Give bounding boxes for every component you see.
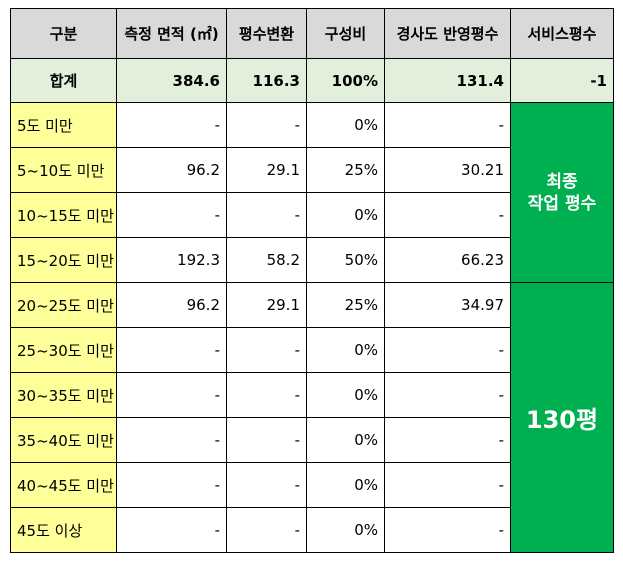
table-row: 15~20도 미만 192.3 58.2 50% 66.23 [10,237,614,283]
row-area: - [116,327,227,373]
total-label: 합계 [10,58,117,103]
row-label: 45도 이상 [10,507,117,553]
row-area: - [116,507,227,553]
row-slope-pyeong: - [384,372,511,418]
table-row: 45도 이상 - - 0% - [10,507,614,553]
row-label: 20~25도 미만 [10,282,117,328]
row-ratio: 25% [306,282,385,328]
row-ratio: 0% [306,417,385,463]
row-area: - [116,417,227,463]
row-slope-pyeong: 34.97 [384,282,511,328]
row-label: 35~40도 미만 [10,417,117,463]
header-service-pyeong: 서비스평수 [510,8,614,59]
row-label: 40~45도 미만 [10,462,117,508]
table-row: 10~15도 미만 - - 0% - [10,192,614,238]
row-pyeong: - [226,372,307,418]
row-label: 5~10도 미만 [10,147,117,193]
row-label: 15~20도 미만 [10,237,117,283]
header-category: 구분 [10,8,117,59]
row-area: 96.2 [116,147,227,193]
table-row: 35~40도 미만 - - 0% - [10,417,614,463]
total-area: 384.6 [116,58,227,103]
row-area: - [116,102,227,148]
row-pyeong: - [226,417,307,463]
row-slope-pyeong: 66.23 [384,237,511,283]
row-ratio: 0% [306,372,385,418]
row-ratio: 0% [306,462,385,508]
header-slope-pyeong: 경사도 반영평수 [384,8,511,59]
row-ratio: 25% [306,147,385,193]
total-row: 합계 384.6 116.3 100% 131.4 -1 [10,58,614,103]
row-pyeong: 29.1 [226,147,307,193]
header-ratio: 구성비 [306,8,385,59]
row-slope-pyeong: - [384,417,511,463]
row-pyeong: - [226,462,307,508]
row-slope-pyeong: - [384,462,511,508]
final-work-label-line2: 작업 평수 [527,193,597,214]
row-area: 192.3 [116,237,227,283]
row-label: 10~15도 미만 [10,192,117,238]
row-pyeong: - [226,192,307,238]
row-slope-pyeong: - [384,102,511,148]
row-area: - [116,462,227,508]
row-ratio: 0% [306,192,385,238]
row-label: 5도 미만 [10,102,117,148]
table-row: 25~30도 미만 - - 0% - [10,327,614,373]
row-area: - [116,372,227,418]
final-work-label-line1: 최종 [546,171,578,192]
row-ratio: 50% [306,237,385,283]
header-measured-area: 측정 면적 (㎡) [116,8,227,59]
row-label: 25~30도 미만 [10,327,117,373]
total-pyeong: 116.3 [226,58,307,103]
row-slope-pyeong: - [384,507,511,553]
table-row: 30~35도 미만 - - 0% - [10,372,614,418]
row-pyeong: - [226,327,307,373]
row-slope-pyeong: - [384,192,511,238]
row-ratio: 0% [306,327,385,373]
row-pyeong: 58.2 [226,237,307,283]
final-work-label: 최종 작업 평수 [510,102,614,283]
table-row: 40~45도 미만 - - 0% - [10,462,614,508]
row-area: 96.2 [116,282,227,328]
header-pyeong-conversion: 평수변환 [226,8,307,59]
table-row: 5도 미만 - - 0% - 최종 작업 평수 [10,102,614,283]
row-slope-pyeong: - [384,327,511,373]
table-row: 5~10도 미만 96.2 29.1 25% 30.21 [10,147,614,193]
row-pyeong: - [226,507,307,553]
table-row: 20~25도 미만 96.2 29.1 25% 34.97 130평 [10,282,614,553]
row-ratio: 0% [306,102,385,148]
slope-area-table: 구분 측정 면적 (㎡) 평수변환 구성비 경사도 반영평수 서비스평수 합계 … [10,8,614,553]
row-area: - [116,192,227,238]
total-slope-pyeong: 131.4 [384,58,511,103]
row-slope-pyeong: 30.21 [384,147,511,193]
header-row: 구분 측정 면적 (㎡) 평수변환 구성비 경사도 반영평수 서비스평수 [10,8,614,59]
row-ratio: 0% [306,507,385,553]
final-work-value: 130평 [510,282,614,553]
total-ratio: 100% [306,58,385,103]
row-label: 30~35도 미만 [10,372,117,418]
total-service: -1 [510,58,614,103]
row-pyeong: - [226,102,307,148]
row-pyeong: 29.1 [226,282,307,328]
